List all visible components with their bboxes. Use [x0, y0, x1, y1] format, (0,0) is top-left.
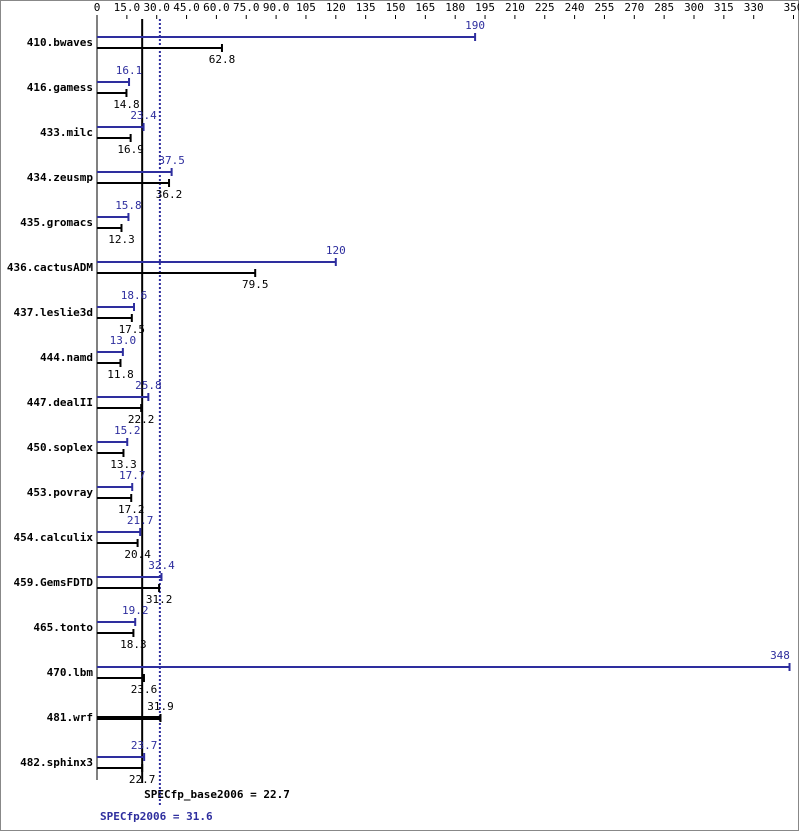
category-label: 416.gamess [27, 81, 93, 94]
value-label: 62.8 [209, 53, 236, 66]
value-label: 17.5 [119, 323, 146, 336]
value-label: 16.1 [116, 64, 143, 77]
category-label: 465.tonto [33, 621, 93, 634]
x-tick-label: 225 [535, 1, 555, 14]
x-tick-label: 180 [445, 1, 465, 14]
x-tick-label: 105 [296, 1, 316, 14]
category-label: 436.cactusADM [7, 261, 93, 274]
category-label: 434.zeusmp [27, 171, 94, 184]
category-label: 433.milc [40, 126, 93, 139]
value-label: 18.6 [121, 289, 148, 302]
reference-label: SPECfp2006 = 31.6 [100, 810, 213, 823]
category-label: 450.soplex [27, 441, 94, 454]
value-label: 37.5 [158, 154, 185, 167]
x-tick-label: 270 [624, 1, 644, 14]
value-label: 16.9 [117, 143, 144, 156]
x-tick-label: 150 [386, 1, 406, 14]
value-label: 11.8 [107, 368, 134, 381]
x-tick-label: 300 [684, 1, 704, 14]
x-tick-label: 0 [94, 1, 101, 14]
category-label: 482.sphinx3 [20, 756, 93, 769]
x-tick-label: 30.0 [143, 1, 170, 14]
value-label: 13.0 [110, 334, 137, 347]
value-label: 21.7 [127, 514, 154, 527]
x-tick-label: 60.0 [203, 1, 230, 14]
x-tick-label: 330 [744, 1, 764, 14]
x-tick-label: 45.0 [173, 1, 200, 14]
x-tick-label: 255 [595, 1, 615, 14]
value-label: 17.2 [118, 503, 145, 516]
x-tick-label: 195 [475, 1, 495, 14]
x-tick-label: 210 [505, 1, 525, 14]
value-label: 36.2 [156, 188, 183, 201]
category-label: 435.gromacs [20, 216, 93, 229]
category-label: 470.lbm [47, 666, 94, 679]
value-label: 23.4 [130, 109, 157, 122]
x-tick-label: 165 [415, 1, 435, 14]
category-label: 447.dealII [27, 396, 93, 409]
value-label: 19.2 [122, 604, 149, 617]
category-label: 459.GemsFDTD [14, 576, 94, 589]
value-label: 22.7 [129, 773, 156, 786]
value-label: 348 [770, 649, 790, 662]
x-tick-label: 120 [326, 1, 346, 14]
category-label: 410.bwaves [27, 36, 93, 49]
value-label: 17.7 [119, 469, 146, 482]
category-label: 437.leslie3d [14, 306, 93, 319]
x-tick-label: 90.0 [263, 1, 290, 14]
value-label: 15.8 [115, 199, 142, 212]
value-label: 13.3 [110, 458, 137, 471]
value-label: 18.3 [120, 638, 147, 651]
value-label: 15.2 [114, 424, 141, 437]
value-label: 22.2 [128, 413, 155, 426]
x-tick-label: 15.0 [114, 1, 141, 14]
value-label: 31.2 [146, 593, 173, 606]
category-label: 481.wrf [47, 711, 93, 724]
value-label: 25.8 [135, 379, 162, 392]
value-label: 14.8 [113, 98, 140, 111]
category-label: 454.calculix [14, 531, 94, 544]
value-label: 190 [465, 19, 485, 32]
value-label: 23.6 [131, 683, 158, 696]
value-label: 32.4 [148, 559, 175, 572]
x-tick-label: 285 [654, 1, 674, 14]
category-label: 444.namd [40, 351, 93, 364]
x-tick-label: 350 [784, 1, 799, 14]
category-label: 453.povray [27, 486, 94, 499]
value-label: 20.4 [124, 548, 151, 561]
value-label: 120 [326, 244, 346, 257]
x-tick-label: 75.0 [233, 1, 260, 14]
x-tick-label: 135 [356, 1, 376, 14]
value-label: 23.7 [131, 739, 158, 752]
value-label: 31.9 [147, 700, 174, 713]
reference-label: SPECfp_base2006 = 22.7 [144, 788, 290, 801]
x-tick-label: 315 [714, 1, 734, 14]
x-tick-label: 240 [565, 1, 585, 14]
value-label: 12.3 [108, 233, 135, 246]
value-label: 79.5 [242, 278, 269, 291]
